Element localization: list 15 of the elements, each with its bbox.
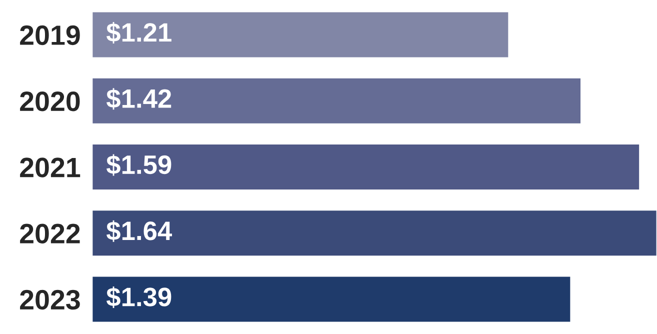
- y-tick-label: 2022: [20, 224, 80, 244]
- y-tick-label: 2019: [20, 25, 80, 46]
- data-label: $1.21: [106, 22, 172, 44]
- y-tick-label: 2020: [20, 92, 80, 112]
- data-label: $1.59: [106, 154, 172, 176]
- bar: [92, 275, 572, 324]
- bar: [92, 10, 510, 59]
- data-label: $1.42: [106, 88, 172, 110]
- data-label: $1.64: [106, 220, 172, 242]
- data-label: $1.39: [106, 286, 172, 308]
- bar: [92, 143, 640, 191]
- bar: [92, 77, 582, 125]
- y-tick-label: 2023: [20, 290, 80, 310]
- y-tick-label: 2021: [20, 158, 80, 178]
- bar: [92, 209, 657, 257]
